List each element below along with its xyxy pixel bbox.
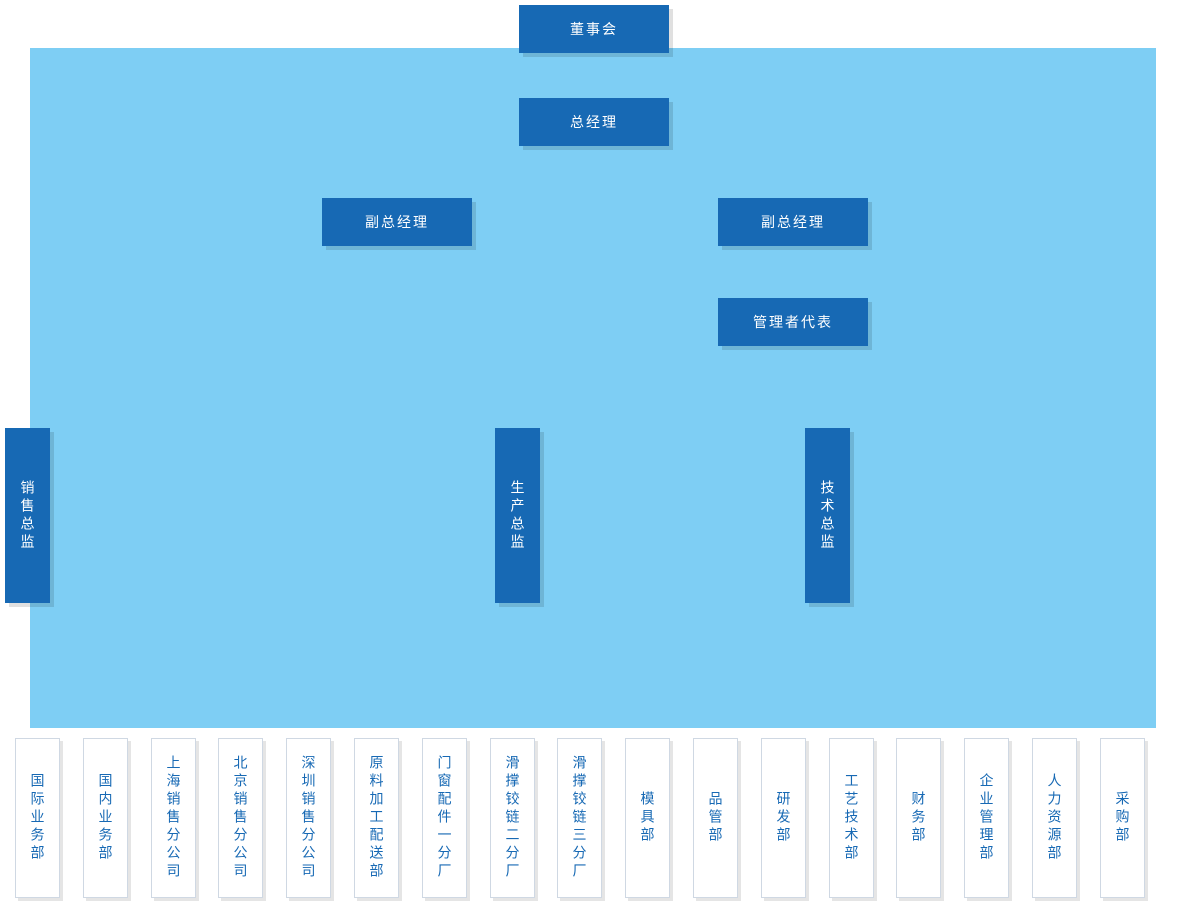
background-panel — [30, 48, 1156, 728]
department-label: 企业管理部 — [980, 773, 994, 863]
department-label: 深圳销售分公司 — [302, 755, 316, 881]
department-node: 原料加工配送部 — [354, 738, 399, 898]
department-label: 滑撑铰链三分厂 — [573, 755, 587, 881]
department-label: 模具部 — [641, 791, 655, 845]
node-board-label: 董事会 — [570, 19, 618, 39]
org-chart-canvas: 董事会 总经理 副总经理 副总经理 管理者代表 销售总监 生产总监 技术总监 国… — [0, 0, 1189, 905]
department-node: 采购部 — [1100, 738, 1145, 898]
department-node: 人力资源部 — [1032, 738, 1077, 898]
node-board: 董事会 — [519, 5, 669, 53]
department-node: 滑撑铰链三分厂 — [557, 738, 602, 898]
department-node: 北京销售分公司 — [218, 738, 263, 898]
department-label: 上海销售分公司 — [167, 755, 181, 881]
department-node: 品管部 — [693, 738, 738, 898]
node-dgm-left-label: 副总经理 — [365, 212, 429, 232]
department-node: 国际业务部 — [15, 738, 60, 898]
node-director-production: 生产总监 — [495, 428, 540, 603]
department-label: 原料加工配送部 — [370, 755, 384, 881]
department-label: 国内业务部 — [99, 773, 113, 863]
department-label: 北京销售分公司 — [234, 755, 248, 881]
department-node: 滑撑铰链二分厂 — [490, 738, 535, 898]
department-label: 研发部 — [777, 791, 791, 845]
department-node: 模具部 — [625, 738, 670, 898]
department-label: 门窗配件一分厂 — [438, 755, 452, 881]
department-label: 财务部 — [912, 791, 926, 845]
node-mgmt-representative: 管理者代表 — [718, 298, 868, 346]
node-mgmt-rep-label: 管理者代表 — [753, 312, 833, 332]
node-gm-label: 总经理 — [570, 112, 618, 132]
node-general-manager: 总经理 — [519, 98, 669, 146]
department-node: 财务部 — [896, 738, 941, 898]
dir-tech-label: 技术总监 — [821, 480, 835, 552]
department-label: 国际业务部 — [31, 773, 45, 863]
department-label: 滑撑铰链二分厂 — [506, 755, 520, 881]
department-node: 企业管理部 — [964, 738, 1009, 898]
department-label: 人力资源部 — [1048, 773, 1062, 863]
department-label: 采购部 — [1116, 791, 1130, 845]
department-label: 品管部 — [709, 791, 723, 845]
department-label: 工艺技术部 — [845, 773, 859, 863]
department-node: 门窗配件一分厂 — [422, 738, 467, 898]
department-node: 工艺技术部 — [829, 738, 874, 898]
department-node: 国内业务部 — [83, 738, 128, 898]
node-director-sales: 销售总监 — [5, 428, 50, 603]
node-director-technology: 技术总监 — [805, 428, 850, 603]
node-deputy-gm-right: 副总经理 — [718, 198, 868, 246]
node-dgm-right-label: 副总经理 — [761, 212, 825, 232]
dir-prod-label: 生产总监 — [511, 480, 525, 552]
department-node: 深圳销售分公司 — [286, 738, 331, 898]
dir-sales-label: 销售总监 — [21, 480, 35, 552]
department-node: 上海销售分公司 — [151, 738, 196, 898]
node-deputy-gm-left: 副总经理 — [322, 198, 472, 246]
department-node: 研发部 — [761, 738, 806, 898]
